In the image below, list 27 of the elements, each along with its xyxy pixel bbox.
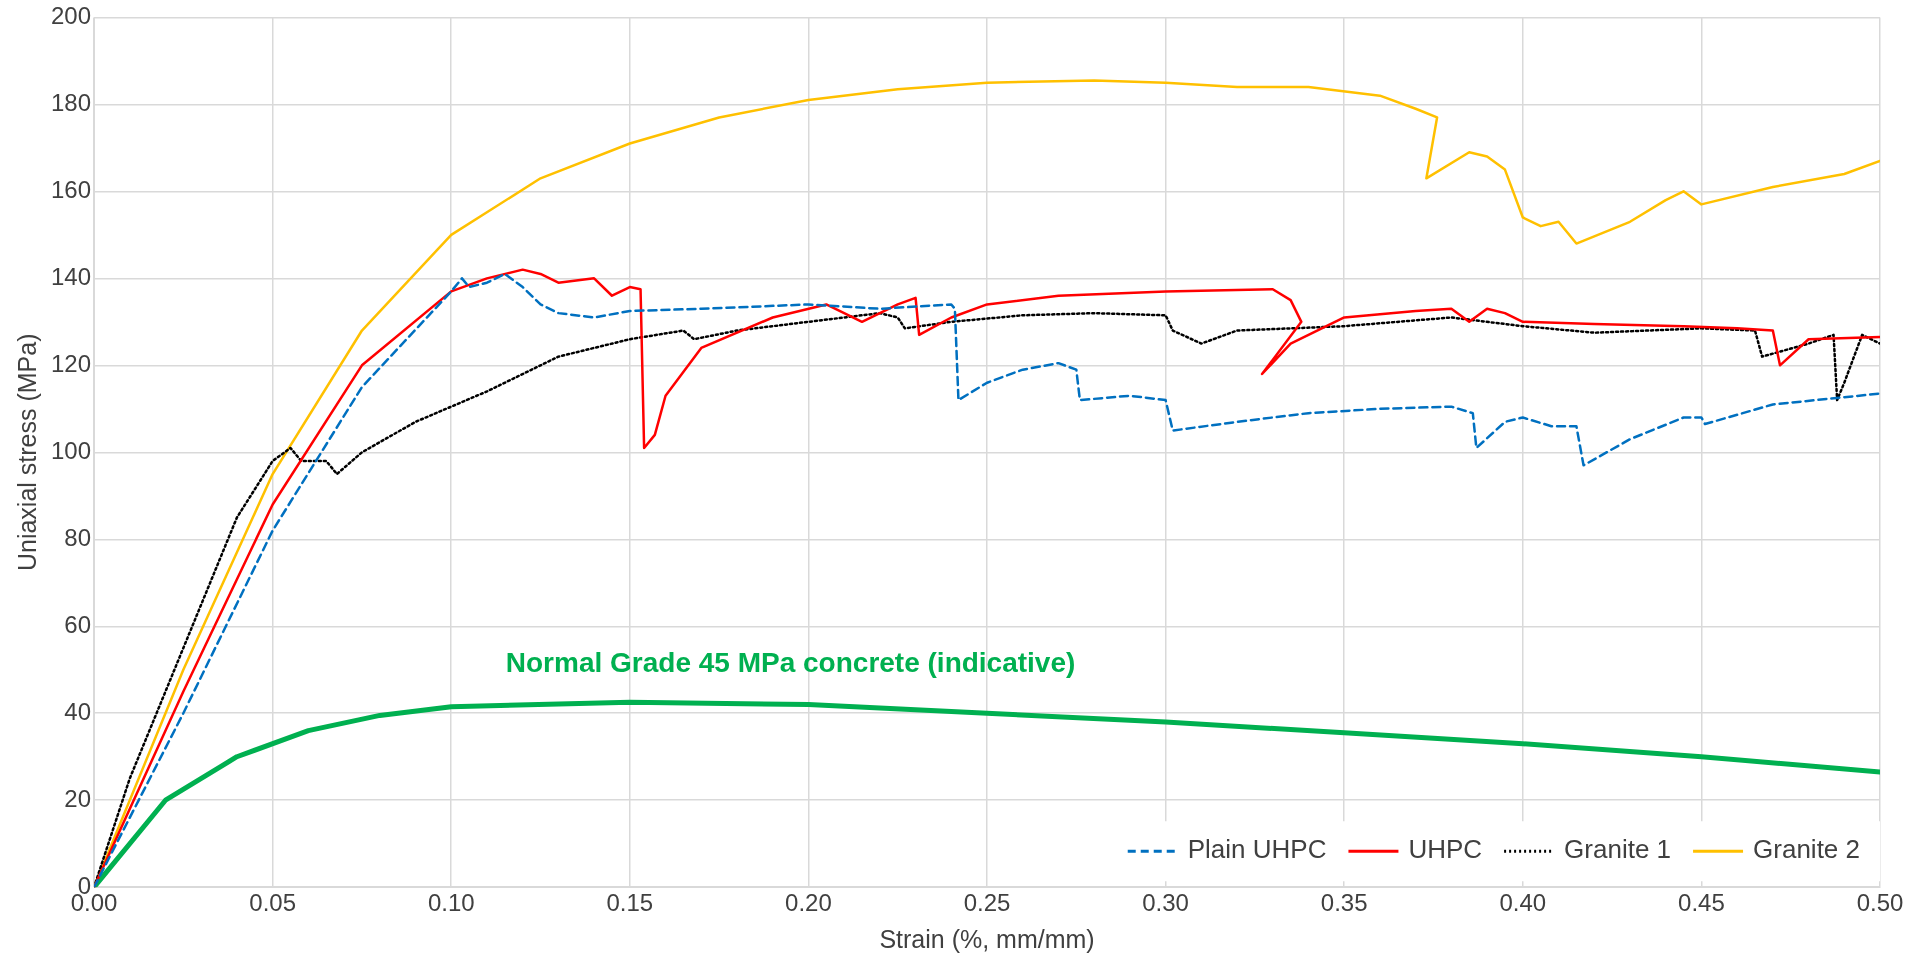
x-tick-label: 0.45 [1678,889,1725,917]
y-tick-label: 140 [51,262,92,290]
x-tick-label: 0.05 [249,889,296,917]
y-tick-label: 40 [64,697,92,725]
y-tick-label: 60 [64,610,92,638]
y-tick-label: 100 [51,436,92,464]
y-axis-title: Uniaxial stress (MPa) [12,333,41,572]
legend-label: Plain UHPC [1187,834,1327,865]
x-tick-label: 0.40 [1499,889,1547,917]
y-tick-label: 120 [51,349,92,377]
y-tick-label: 160 [51,175,92,203]
x-tick-label: 0.50 [1856,889,1904,917]
legend-label: UHPC [1408,834,1483,865]
x-tick-label: 0.15 [606,889,654,917]
x-tick-label: 0.20 [785,889,832,917]
y-tick-label: 200 [51,2,92,30]
y-tick-label: 20 [64,784,92,812]
x-tick-label: 0.30 [1142,889,1189,917]
x-tick-label: 0.25 [963,889,1011,917]
x-tick-label: 0.35 [1320,889,1368,917]
legend-label: Granite 2 [1753,834,1861,865]
x-tick-label: 0.10 [427,889,475,917]
annotation: Normal Grade 45 MPa concrete (indicative) [505,647,1076,679]
y-tick-label: 80 [64,523,92,551]
legend-label: Granite 1 [1564,834,1672,865]
x-axis-title: Strain (%, mm/mm) [879,924,1095,953]
y-tick-label: 180 [51,89,92,116]
